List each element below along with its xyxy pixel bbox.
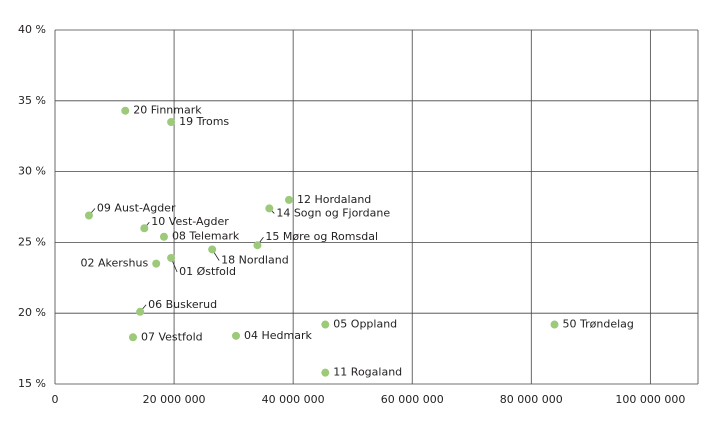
point [208,245,217,254]
y-tick-label: 20 % [18,306,46,319]
point [159,232,168,241]
point-label: 14 Sogn og Fjordane [276,206,390,219]
x-tick-label: 40 000 000 [262,393,325,406]
x-tick-label: 0 [52,393,59,406]
point [136,307,145,316]
point [152,259,161,268]
point-label: 08 Telemark [172,230,240,243]
point-label: 50 Trøndelag [563,318,634,331]
point-label: 19 Troms [179,115,229,128]
y-tick-label: 40 % [18,23,46,36]
point-label: 11 Rogaland [333,366,402,379]
point [128,333,137,342]
x-tick-label: 80 000 000 [500,393,563,406]
y-tick-label: 35 % [18,94,46,107]
point-label: 02 Akershus [81,257,149,270]
point [265,204,274,213]
point [167,118,176,127]
point-label: 06 Buskerud [148,298,217,311]
point [140,224,149,233]
y-tick-label: 30 % [18,165,46,178]
point [321,320,330,329]
point [231,331,240,340]
point [167,253,176,262]
point-label: 05 Oppland [333,318,397,331]
point [84,211,93,220]
point-label: 12 Hordaland [297,193,371,206]
point-label: 07 Vestfold [141,330,203,343]
point [321,368,330,377]
point [253,241,262,250]
point [550,320,559,329]
point-label: 09 Aust-Agder [97,201,176,214]
x-tick-label: 100 000 000 [615,393,685,406]
y-tick-label: 25 % [18,235,46,248]
point-label: 10 Vest-Agder [151,215,229,228]
point-label: 15 Møre og Romsdal [265,230,378,243]
x-tick-label: 20 000 000 [143,393,206,406]
point-label: 04 Hedmark [244,329,312,342]
point [121,106,130,115]
point-label: 18 Nordland [221,253,289,266]
point-label: 01 Østfold [179,265,236,278]
x-tick-label: 60 000 000 [381,393,444,406]
point-label: 20 Finnmark [133,104,202,117]
point [284,195,293,204]
y-tick-label: 15 % [18,377,46,390]
